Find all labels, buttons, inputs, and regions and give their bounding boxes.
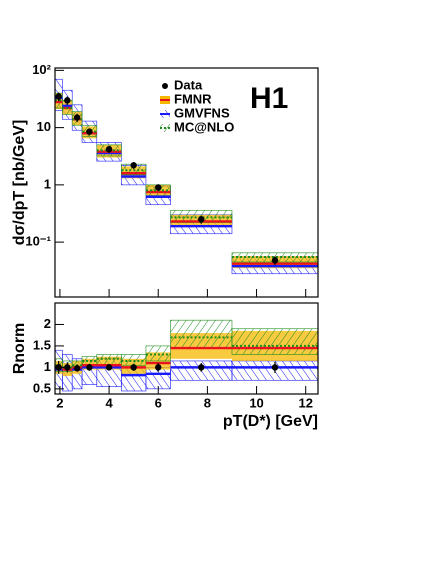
data-point bbox=[64, 364, 71, 371]
legend-marker bbox=[162, 83, 168, 89]
data-point bbox=[64, 97, 71, 104]
uncertainty-band bbox=[145, 345, 171, 362]
data-point bbox=[130, 162, 137, 169]
data-point bbox=[105, 364, 113, 371]
data-point bbox=[155, 364, 162, 371]
y-tick-label: 10⁻¹ bbox=[25, 234, 51, 249]
x-tick-label: 2 bbox=[56, 395, 63, 410]
data-point bbox=[86, 364, 93, 371]
legend-label: Data bbox=[174, 77, 203, 92]
data-point bbox=[198, 364, 205, 371]
y-tick-label: 1 bbox=[44, 359, 51, 374]
y-tick-label: 1.5 bbox=[33, 337, 51, 352]
x-tick-label: 12 bbox=[298, 395, 312, 410]
uncertainty-band bbox=[170, 319, 233, 349]
y-tick-label: 10² bbox=[32, 62, 51, 77]
uncertainty-band bbox=[96, 354, 122, 366]
x-tick-label: 8 bbox=[204, 395, 211, 410]
x-tick-label: 6 bbox=[155, 395, 162, 410]
data-point bbox=[73, 365, 81, 372]
data-point bbox=[73, 114, 81, 121]
frame bbox=[54, 302, 319, 395]
legend-label: MC@NLO bbox=[174, 119, 234, 134]
uncertainty-band bbox=[121, 354, 147, 366]
data-point bbox=[130, 364, 137, 371]
y-axis-label: Rnorm bbox=[11, 323, 28, 375]
data-point bbox=[271, 257, 279, 264]
uncertainty-band bbox=[231, 328, 318, 355]
y-axis-label: dσ/dpT [nb/GeV] bbox=[11, 120, 28, 246]
frame bbox=[54, 67, 319, 298]
y-tick-label: 2 bbox=[44, 316, 51, 331]
x-tick-label: 10 bbox=[249, 395, 263, 410]
experiment-label: H1 bbox=[250, 82, 288, 115]
data-point bbox=[105, 145, 113, 153]
y-tick-label: 0.5 bbox=[33, 380, 51, 395]
y-tick-label: 1 bbox=[44, 176, 51, 191]
legend-label: FMNR bbox=[174, 91, 212, 106]
data-point bbox=[155, 184, 162, 191]
data-point bbox=[86, 128, 93, 135]
x-tick-label: 4 bbox=[105, 395, 113, 410]
data-point bbox=[271, 364, 279, 371]
data-point bbox=[55, 93, 62, 100]
y-tick-label: 10 bbox=[37, 119, 51, 134]
data-point bbox=[198, 216, 205, 223]
legend-label: GMVFNS bbox=[174, 105, 230, 120]
x-axis-label: pT(D*) [GeV] bbox=[223, 413, 318, 430]
